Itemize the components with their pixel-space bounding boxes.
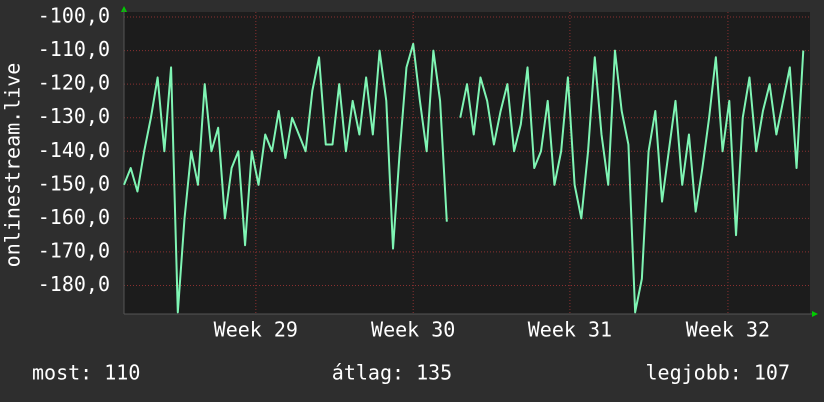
y-tick-label: -130,0 [38, 104, 110, 128]
y-tick-label: -100,0 [38, 4, 110, 28]
y-tick-label: -150,0 [38, 171, 110, 195]
y-tick-label: -170,0 [38, 238, 110, 262]
plot-area [124, 12, 810, 314]
y-tick-label: -140,0 [38, 138, 110, 162]
footer-best: legjobb: 107 [646, 361, 791, 385]
x-axis-arrow [812, 311, 818, 317]
x-tick-label: Week 30 [371, 318, 455, 342]
y-axis-arrow [121, 6, 127, 12]
y-tick-label: -110,0 [38, 37, 110, 61]
footer-average: átlag: 135 [332, 361, 452, 385]
y-tick-label: -180,0 [38, 272, 110, 296]
y-tick-label: -120,0 [38, 71, 110, 95]
y-tick-label: -160,0 [38, 205, 110, 229]
x-tick-label: Week 29 [214, 318, 298, 342]
x-tick-label: Week 32 [686, 318, 770, 342]
y-axis-label: onlinestream.live [1, 63, 25, 268]
footer-current: most: 110 [32, 361, 140, 385]
data-line [123, 42, 805, 314]
x-tick-label: Week 31 [528, 318, 612, 342]
